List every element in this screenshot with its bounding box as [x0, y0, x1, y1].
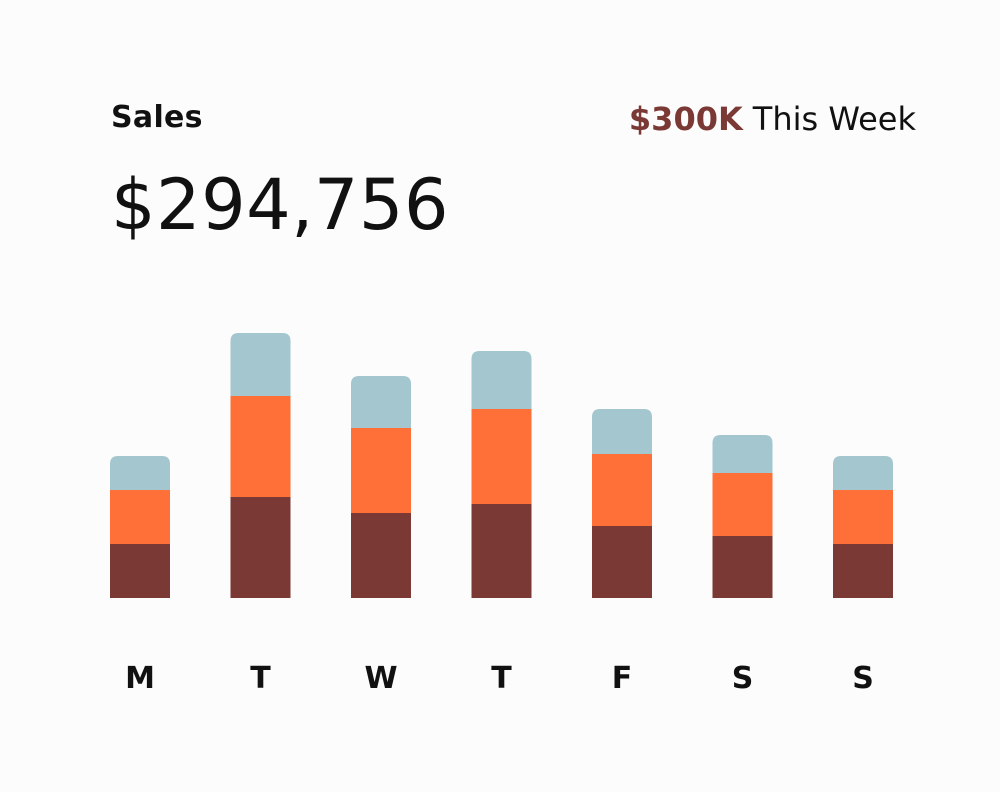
- x-tick-label: F: [612, 661, 633, 696]
- x-tick-label: S: [732, 661, 754, 696]
- x-tick-label: T: [491, 661, 512, 696]
- bar-7-middle-segment: [833, 490, 893, 544]
- x-tick-label: S: [852, 661, 874, 696]
- bar-6-bottom-segment: [712, 536, 773, 598]
- weekly-target: $300K This Week: [629, 100, 916, 138]
- bar-2-top-segment: [230, 333, 291, 396]
- bar-6-top-segment: [712, 435, 773, 473]
- bar-5-bottom-segment: [592, 526, 652, 598]
- bar-5-top-segment: [592, 409, 652, 454]
- sales-total: $294,756: [111, 164, 450, 246]
- bar-2-middle-segment: [230, 396, 291, 497]
- x-tick-label: T: [250, 661, 271, 696]
- bar-7-top-segment: [833, 456, 893, 490]
- x-tick-label: M: [125, 661, 155, 696]
- x-tick-label: W: [364, 661, 397, 696]
- bar-7-bottom-segment: [833, 544, 893, 598]
- bar-3-middle-segment: [351, 428, 411, 513]
- bar-4-bottom-segment: [471, 504, 532, 598]
- card-title: Sales: [111, 100, 203, 135]
- bar-1-bottom-segment: [110, 544, 170, 598]
- bars-group: [110, 333, 893, 598]
- bar-5-middle-segment: [592, 454, 652, 526]
- bar-1-top-segment: [110, 456, 170, 490]
- bar-2-bottom-segment: [230, 497, 291, 598]
- target-amount: $300K: [628, 100, 743, 138]
- bar-6-middle-segment: [712, 473, 773, 536]
- bar-1-middle-segment: [110, 490, 170, 544]
- target-period: This Week: [752, 100, 916, 138]
- bar-3-top-segment: [351, 376, 411, 428]
- bar-4-top-segment: [471, 351, 532, 409]
- bar-3-bottom-segment: [351, 513, 411, 598]
- bar-4-middle-segment: [471, 409, 532, 504]
